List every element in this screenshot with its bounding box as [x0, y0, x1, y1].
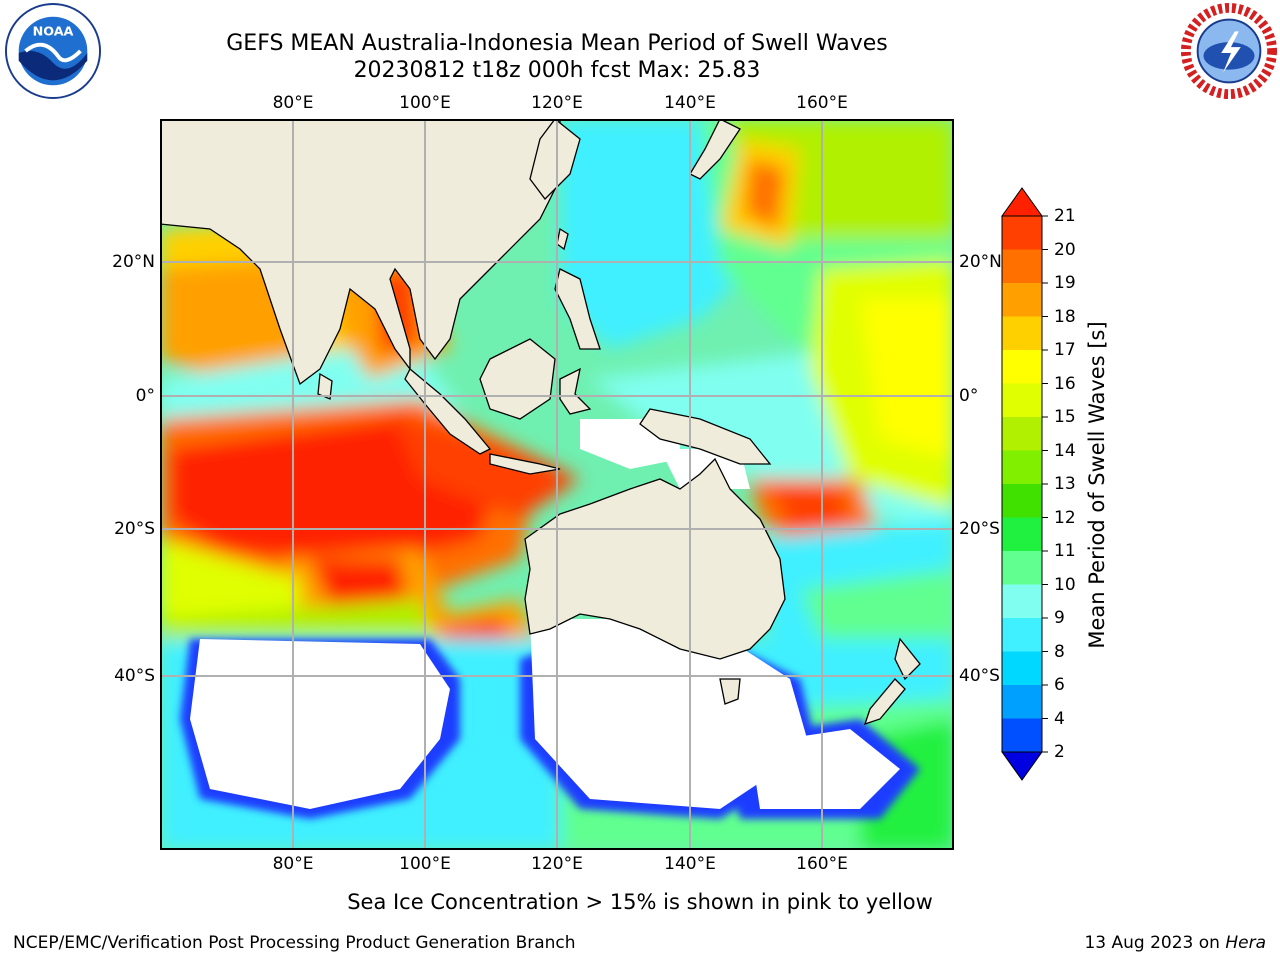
footer-date: 13 Aug 2023 on Hera [1084, 933, 1266, 953]
no-data-west [190, 639, 450, 809]
lon-label-bottom: 160°E [796, 854, 848, 874]
no-data-southeast [750, 729, 900, 809]
landmass [160, 119, 921, 726]
colorbar-swatch [1002, 216, 1042, 250]
colorbar-label: Mean Period of Swell Waves [s] [1085, 321, 1109, 649]
colorbar-tick-label: 8 [1054, 641, 1065, 662]
no-data-south [530, 619, 810, 809]
land-japan [689, 119, 741, 180]
noaa-logo-text: NOAA [33, 24, 74, 39]
colorbar-tick-label: 16 [1054, 373, 1076, 394]
colorbar-swatch [1002, 551, 1042, 585]
colorbar-tick-label: 19 [1054, 273, 1076, 293]
colorbar-tick-label: 15 [1054, 407, 1076, 427]
colorbar-swatch [1002, 417, 1042, 451]
colorbar-swatch [1002, 383, 1042, 418]
land-new-guinea [639, 408, 772, 465]
colorbar [1001, 187, 1048, 781]
swell-period-map [160, 119, 954, 850]
sea-ice-note: Sea Ice Concentration > 15% is shown in … [347, 890, 933, 914]
colorbar-tick-label: 20 [1054, 239, 1076, 260]
lat-label-right: 20°S [959, 519, 1000, 539]
colorbar-swatch [1002, 685, 1042, 719]
colorbar-swatch [1002, 718, 1042, 753]
land-borneo [479, 338, 556, 420]
lon-label-top: 160°E [796, 93, 848, 113]
colorbar-tick-label: 9 [1054, 608, 1065, 628]
colorbar-swatch [1002, 484, 1042, 518]
colorbar-tick-label: 2 [1054, 742, 1065, 762]
land-nz-north [894, 637, 921, 681]
colorbar-swatch [1002, 618, 1042, 652]
land-sulawesi [559, 367, 592, 415]
lat-label-right: 0° [959, 386, 979, 406]
lon-label-top: 80°E [272, 93, 314, 113]
land-asia [160, 119, 561, 386]
footer-date-text: 13 Aug 2023 on [1084, 933, 1226, 953]
colorbar-tick-label: 14 [1054, 440, 1076, 461]
colorbar-under-triangle [1001, 751, 1043, 781]
land-java [489, 453, 561, 475]
colorbar-swatch [1002, 316, 1042, 351]
footer-credit: NCEP/EMC/Verification Post Processing Pr… [13, 933, 576, 953]
noaa-logo-icon: NOAA [4, 2, 102, 100]
colorbar-tick-label: 4 [1054, 708, 1065, 729]
colorbar-tick-label: 21 [1054, 206, 1076, 226]
colorbar-tick-label: 17 [1054, 340, 1076, 360]
footer-host: Hera [1225, 933, 1266, 953]
lon-label-bottom: 120°E [531, 854, 583, 874]
colorbar-swatch [1002, 651, 1042, 686]
land-tasmania [719, 678, 741, 705]
colorbar-tick-label: 12 [1054, 507, 1076, 528]
colorbar-swatch [1002, 249, 1042, 284]
colorbar-tick-label: 13 [1054, 474, 1076, 494]
lat-label-left: 40°S [114, 666, 155, 686]
colorbar-tick-label: 11 [1054, 541, 1076, 561]
lon-label-top: 140°E [664, 93, 716, 113]
colorbar-over-triangle [1001, 187, 1043, 217]
lon-label-top: 100°E [399, 93, 451, 113]
chart-title: GEFS MEAN Australia-Indonesia Mean Perio… [207, 30, 907, 84]
title-line-2: 20230812 t18z 000h fcst Max: 25.83 [353, 58, 761, 83]
lat-label-left: 0° [135, 386, 155, 406]
colorbar-swatch [1002, 450, 1042, 485]
lat-label-left: 20°S [114, 519, 155, 539]
title-line-1: GEFS MEAN Australia-Indonesia Mean Perio… [226, 31, 888, 56]
land-australia [524, 457, 786, 660]
colorbar-tick-label: 18 [1054, 306, 1076, 327]
lon-label-bottom: 80°E [272, 854, 314, 874]
colorbar-swatch [1002, 350, 1042, 384]
land-sri-lanka [317, 372, 333, 400]
lat-label-right: 20°N [959, 252, 1002, 272]
colorbar-swatch [1002, 283, 1042, 317]
map-panel [160, 119, 954, 850]
land-sumatra [404, 367, 492, 455]
land-nz-south [863, 678, 906, 726]
colorbar-swatch [1002, 584, 1042, 619]
lat-label-left: 20°N [112, 252, 155, 272]
colorbar-tick-label: 6 [1054, 675, 1065, 695]
lon-label-bottom: 100°E [399, 854, 451, 874]
colorbar-tick-label: 10 [1054, 574, 1076, 595]
lat-label-right: 40°S [959, 666, 1000, 686]
lon-label-top: 120°E [531, 93, 583, 113]
lon-label-bottom: 140°E [664, 854, 716, 874]
map-border [160, 119, 954, 850]
land-east-asia [529, 119, 581, 200]
nws-logo-icon [1180, 2, 1278, 100]
colorbar-swatch [1002, 517, 1042, 552]
graticule [160, 119, 954, 850]
